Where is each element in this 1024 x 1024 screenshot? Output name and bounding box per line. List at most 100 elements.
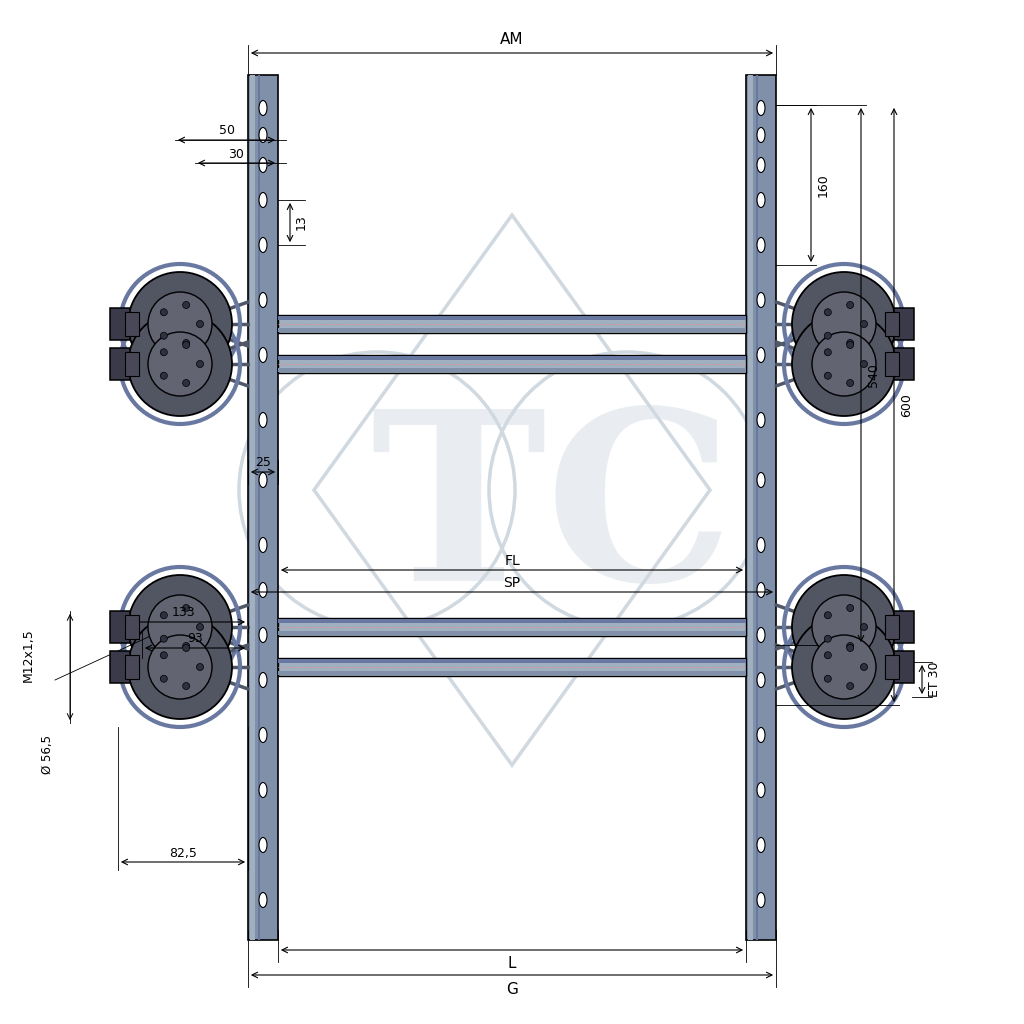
Ellipse shape [259,413,267,427]
Circle shape [161,611,167,618]
Circle shape [128,312,232,416]
Text: 50: 50 [218,125,234,137]
Bar [110,651,130,683]
Ellipse shape [259,727,267,742]
Bar [278,631,746,635]
Ellipse shape [757,158,765,172]
Ellipse shape [757,100,765,116]
Text: 93: 93 [187,633,203,645]
Circle shape [812,635,876,699]
Ellipse shape [259,193,267,208]
Bar [278,671,746,675]
Circle shape [197,321,204,328]
Bar [110,348,130,380]
Ellipse shape [757,193,765,208]
Circle shape [148,292,212,356]
Bar [278,356,746,360]
Circle shape [182,644,189,651]
Circle shape [847,380,854,386]
Circle shape [148,635,212,699]
Text: 13: 13 [295,215,308,230]
Text: M12x1,5: M12x1,5 [22,628,35,682]
Bar [894,348,914,380]
Bar [278,328,746,332]
Bar [894,611,914,643]
Circle shape [847,642,854,649]
Text: TC: TC [371,400,734,630]
Circle shape [197,360,204,368]
Circle shape [847,301,854,308]
Ellipse shape [259,838,267,853]
Circle shape [847,341,854,348]
Bar [278,316,746,319]
Bar [250,75,255,940]
Circle shape [812,292,876,356]
Ellipse shape [757,727,765,742]
Bar [748,75,753,940]
Text: AM: AM [501,32,523,46]
Ellipse shape [259,293,267,307]
Ellipse shape [757,838,765,853]
Circle shape [128,575,232,679]
Text: 82,5: 82,5 [169,847,197,859]
Text: 540: 540 [867,364,880,387]
Circle shape [182,683,189,689]
Circle shape [824,651,831,658]
Bar [125,352,139,376]
Ellipse shape [757,128,765,142]
Ellipse shape [757,628,765,642]
Bar [110,611,130,643]
Circle shape [161,373,167,379]
Circle shape [182,341,189,348]
Ellipse shape [757,782,765,798]
Ellipse shape [757,583,765,597]
Circle shape [197,624,204,631]
Bar [278,315,746,333]
Ellipse shape [757,413,765,427]
Ellipse shape [757,293,765,307]
Bar [278,618,746,623]
Text: 160: 160 [817,173,830,197]
Bar [110,308,130,340]
Circle shape [182,301,189,308]
Circle shape [847,340,854,346]
Circle shape [860,321,867,328]
Bar [278,659,746,663]
Ellipse shape [259,673,267,687]
Circle shape [182,380,189,386]
Text: L: L [508,956,516,972]
Ellipse shape [757,238,765,253]
Circle shape [161,309,167,315]
Circle shape [182,604,189,611]
Circle shape [792,615,896,719]
Ellipse shape [259,782,267,798]
Ellipse shape [757,673,765,687]
Circle shape [847,644,854,651]
Circle shape [182,642,189,649]
Circle shape [148,332,212,396]
Text: FL: FL [504,554,520,568]
Bar [125,615,139,639]
Ellipse shape [259,347,267,362]
Circle shape [161,332,167,339]
Bar [278,355,746,373]
Circle shape [792,312,896,416]
Ellipse shape [259,893,267,907]
Circle shape [161,675,167,682]
Bar [885,352,899,376]
Circle shape [824,349,831,355]
Circle shape [161,635,167,642]
Circle shape [161,651,167,658]
Circle shape [182,340,189,346]
Circle shape [824,611,831,618]
Circle shape [824,332,831,339]
Circle shape [161,349,167,355]
Bar [885,312,899,336]
Circle shape [792,575,896,679]
Bar [278,368,746,372]
Ellipse shape [259,158,267,172]
Bar [756,75,758,940]
Bar [258,75,260,940]
Circle shape [148,595,212,659]
Circle shape [128,272,232,376]
